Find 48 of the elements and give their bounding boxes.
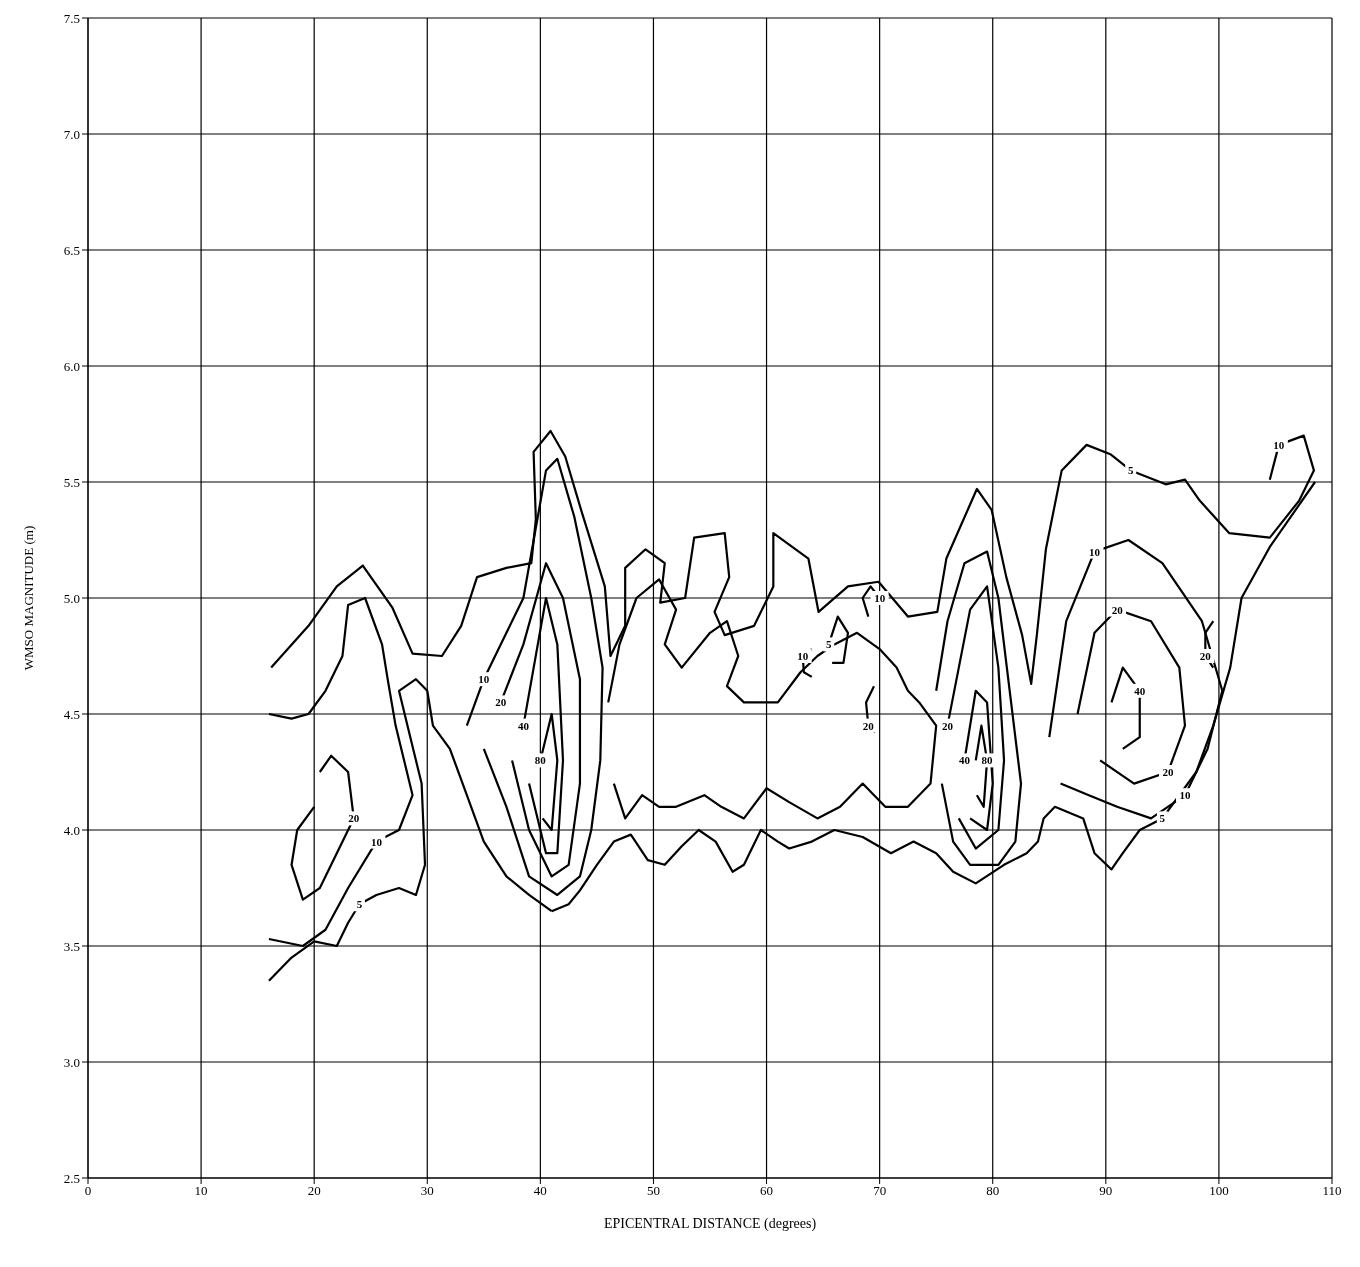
x-tick-label: 90 — [1099, 1183, 1113, 1199]
y-tick-label: 6.0 — [63, 358, 80, 374]
x-tick-label: 40 — [533, 1183, 547, 1199]
y-tick-label: 7.5 — [63, 10, 80, 26]
x-tick-label: 50 — [646, 1183, 660, 1199]
annotation: 40 — [958, 754, 971, 767]
y-axis-title: WMSO MAGNITUDE (m) — [20, 525, 36, 671]
annotation: 10 — [874, 592, 886, 604]
y-tick-label: 3.5 — [63, 938, 80, 954]
annotation: 5 — [356, 898, 363, 911]
x-tick-label: 20 — [307, 1183, 321, 1199]
annotation: 10 — [797, 650, 809, 662]
annotation: 20 — [1199, 650, 1212, 662]
annotation: 40 — [1134, 684, 1146, 697]
annotation: 80 — [981, 754, 994, 767]
annotation: 5 — [1127, 464, 1134, 477]
annotation: 10 — [1179, 789, 1191, 802]
y-tick-label: 2.5 — [63, 1170, 80, 1186]
x-tick-label: 110 — [1322, 1183, 1342, 1199]
annotation: 20 — [495, 696, 507, 709]
y-tick-label: 5.0 — [63, 590, 80, 606]
annotation: 40 — [517, 719, 530, 732]
y-tick-label: 4.5 — [63, 706, 80, 722]
annotation: 10 — [1273, 438, 1285, 451]
annotation: 20 — [348, 812, 360, 825]
annotation: 80 — [534, 754, 547, 767]
y-tick-label: 5.5 — [63, 474, 80, 490]
x-tick-label: 10 — [194, 1183, 208, 1199]
x-tick-label: 0 — [84, 1183, 92, 1199]
annotation: 5 — [1159, 812, 1166, 825]
y-tick-label: 3.0 — [63, 1054, 80, 1070]
annotation: 20 — [1111, 603, 1124, 616]
annotation: 10 — [1089, 545, 1101, 558]
annotation: 20 — [862, 719, 875, 732]
y-tick-label: 6.5 — [63, 242, 80, 258]
x-tick-label: 30 — [420, 1183, 434, 1199]
x-axis-title: EPICENTRAL DISTANCE (degrees) — [603, 1216, 817, 1232]
annotation: 10 — [478, 673, 490, 686]
annotation: 10 — [370, 835, 383, 848]
annotation: 5 — [826, 638, 832, 651]
x-tick-label: 80 — [986, 1183, 1000, 1199]
x-tick-label: 60 — [760, 1183, 774, 1199]
annotation: 20 — [1162, 766, 1175, 778]
x-tick-label: 100 — [1209, 1183, 1229, 1199]
y-tick-label: 4.0 — [63, 822, 80, 838]
x-tick-label: 70 — [873, 1183, 887, 1199]
y-tick-label: 7.0 — [63, 126, 80, 142]
annotation: 20 — [941, 719, 954, 732]
